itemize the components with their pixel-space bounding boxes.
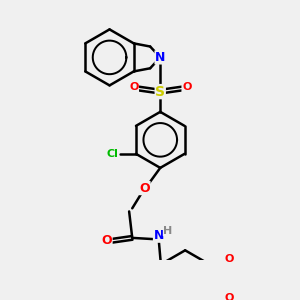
Text: N: N bbox=[154, 229, 164, 242]
Text: N: N bbox=[155, 51, 165, 64]
Text: O: O bbox=[129, 82, 139, 92]
Text: O: O bbox=[182, 82, 191, 92]
Text: H: H bbox=[164, 226, 173, 236]
Text: S: S bbox=[155, 85, 165, 99]
Text: O: O bbox=[225, 254, 234, 264]
Text: O: O bbox=[225, 292, 234, 300]
Text: Cl: Cl bbox=[107, 149, 118, 159]
Text: O: O bbox=[101, 235, 112, 248]
Text: O: O bbox=[140, 182, 150, 195]
